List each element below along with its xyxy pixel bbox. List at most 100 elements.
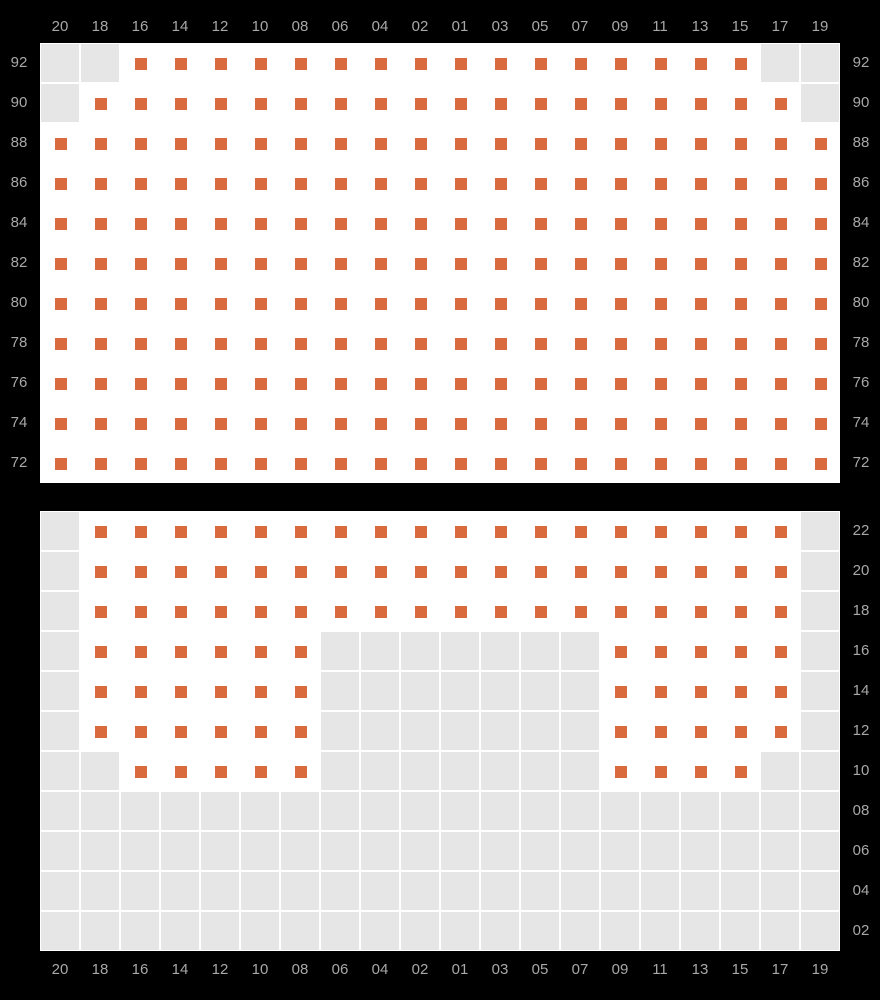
seat[interactable] [280, 163, 320, 203]
seat[interactable] [640, 203, 680, 243]
seat[interactable] [440, 443, 480, 483]
seat[interactable] [480, 203, 520, 243]
seat[interactable] [560, 403, 600, 443]
seat[interactable] [240, 363, 280, 403]
seat[interactable] [200, 123, 240, 163]
seat[interactable] [320, 363, 360, 403]
seat[interactable] [640, 123, 680, 163]
seat[interactable] [240, 443, 280, 483]
seat[interactable] [520, 511, 560, 551]
seat[interactable] [320, 203, 360, 243]
seat[interactable] [600, 123, 640, 163]
seat[interactable] [360, 591, 400, 631]
seat[interactable] [200, 751, 240, 791]
seat[interactable] [40, 363, 80, 403]
seat[interactable] [280, 83, 320, 123]
seat[interactable] [640, 43, 680, 83]
seat[interactable] [480, 511, 520, 551]
seat[interactable] [680, 163, 720, 203]
seat[interactable] [160, 83, 200, 123]
seat[interactable] [560, 123, 600, 163]
seat[interactable] [240, 631, 280, 671]
seat[interactable] [760, 403, 800, 443]
seat[interactable] [160, 671, 200, 711]
seat[interactable] [760, 323, 800, 363]
seat[interactable] [640, 363, 680, 403]
seat[interactable] [800, 163, 840, 203]
seat[interactable] [600, 203, 640, 243]
seat[interactable] [160, 403, 200, 443]
seat[interactable] [80, 443, 120, 483]
seat[interactable] [80, 323, 120, 363]
seat[interactable] [120, 323, 160, 363]
seat[interactable] [200, 203, 240, 243]
seat[interactable] [520, 443, 560, 483]
seat[interactable] [120, 511, 160, 551]
seat[interactable] [80, 283, 120, 323]
seat[interactable] [760, 243, 800, 283]
seat[interactable] [800, 443, 840, 483]
seat[interactable] [640, 403, 680, 443]
seat[interactable] [280, 203, 320, 243]
seat[interactable] [640, 551, 680, 591]
seat[interactable] [360, 123, 400, 163]
seat[interactable] [680, 443, 720, 483]
seat[interactable] [440, 203, 480, 243]
seat[interactable] [760, 123, 800, 163]
seat[interactable] [280, 323, 320, 363]
seat[interactable] [360, 403, 400, 443]
seat[interactable] [720, 671, 760, 711]
seat[interactable] [320, 163, 360, 203]
seat[interactable] [240, 323, 280, 363]
seat[interactable] [360, 163, 400, 203]
seat[interactable] [120, 711, 160, 751]
seat[interactable] [120, 43, 160, 83]
seat[interactable] [560, 243, 600, 283]
seat[interactable] [280, 671, 320, 711]
seat[interactable] [160, 243, 200, 283]
seat[interactable] [480, 283, 520, 323]
seat[interactable] [120, 751, 160, 791]
seat[interactable] [120, 203, 160, 243]
seat[interactable] [80, 363, 120, 403]
seat[interactable] [160, 511, 200, 551]
seat[interactable] [360, 83, 400, 123]
seat[interactable] [120, 443, 160, 483]
seat[interactable] [560, 283, 600, 323]
seat[interactable] [80, 671, 120, 711]
seat[interactable] [520, 43, 560, 83]
seat[interactable] [400, 243, 440, 283]
seat[interactable] [160, 443, 200, 483]
seat[interactable] [240, 243, 280, 283]
seat[interactable] [120, 243, 160, 283]
seat[interactable] [40, 443, 80, 483]
seat[interactable] [280, 711, 320, 751]
seat[interactable] [640, 751, 680, 791]
seat[interactable] [200, 323, 240, 363]
seat[interactable] [720, 163, 760, 203]
seat[interactable] [600, 323, 640, 363]
seat[interactable] [440, 591, 480, 631]
seat[interactable] [480, 403, 520, 443]
seat[interactable] [280, 443, 320, 483]
seat[interactable] [760, 711, 800, 751]
seat[interactable] [680, 243, 720, 283]
seat[interactable] [760, 203, 800, 243]
seat[interactable] [360, 203, 400, 243]
seat[interactable] [320, 83, 360, 123]
seat[interactable] [640, 283, 680, 323]
seat[interactable] [720, 403, 760, 443]
seat[interactable] [400, 163, 440, 203]
seat[interactable] [280, 511, 320, 551]
seat[interactable] [720, 243, 760, 283]
seat[interactable] [680, 711, 720, 751]
seat[interactable] [280, 123, 320, 163]
seat[interactable] [80, 551, 120, 591]
seat[interactable] [240, 203, 280, 243]
seat[interactable] [560, 43, 600, 83]
seat[interactable] [200, 671, 240, 711]
seat[interactable] [560, 163, 600, 203]
seat[interactable] [320, 243, 360, 283]
seat[interactable] [280, 631, 320, 671]
seat[interactable] [400, 403, 440, 443]
